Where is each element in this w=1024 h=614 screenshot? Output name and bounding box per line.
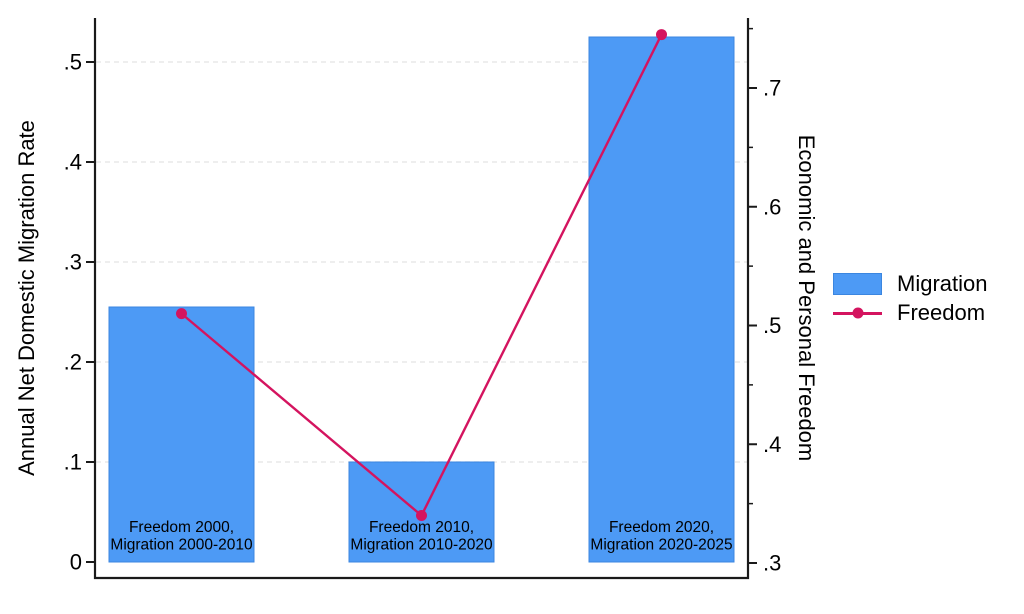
freedom-line-key-icon (833, 307, 882, 319)
migration-bar (588, 36, 735, 563)
legend-label-freedom: Freedom (897, 300, 986, 325)
bar-label: Freedom 2010, Migration 2010-2020 (350, 519, 493, 554)
freedom-data-point (176, 308, 187, 320)
bar-label: Freedom 2020, Migration 2020-2025 (590, 519, 732, 554)
left-tick-label: .1 (64, 450, 82, 475)
legend-label-migration: Migration (897, 271, 988, 296)
axis-spines (93, 18, 750, 580)
right-axis-title: Economic and Personal Freedom (794, 134, 819, 462)
left-tick-label: .5 (64, 50, 82, 75)
migration-bar (108, 306, 255, 563)
legend-item-migration: Migration (833, 271, 987, 297)
bar-label: Freedom 2000, Migration 2000-2010 (110, 519, 253, 554)
right-tick-label: .3 (763, 551, 781, 576)
migration-swatch-icon (833, 273, 882, 295)
right-tick-label: .7 (763, 76, 781, 101)
left-axis-title: Annual Net Domestic Migration Rate (14, 120, 39, 476)
right-tick-label: .6 (763, 194, 781, 219)
freedom-dot-icon (852, 307, 863, 319)
left-tick-label: .4 (64, 150, 82, 175)
legend-item-freedom: Freedom (833, 300, 987, 326)
freedom-data-point (656, 29, 667, 41)
legend: Migration Freedom (833, 271, 987, 329)
left-tick-label: .2 (64, 350, 82, 375)
right-tick-label: .5 (763, 313, 781, 338)
right-tick-label: .4 (763, 432, 781, 457)
left-tick-label: .3 (64, 250, 82, 275)
freedom-data-point (416, 510, 427, 521)
left-tick-label: 0 (70, 550, 82, 575)
